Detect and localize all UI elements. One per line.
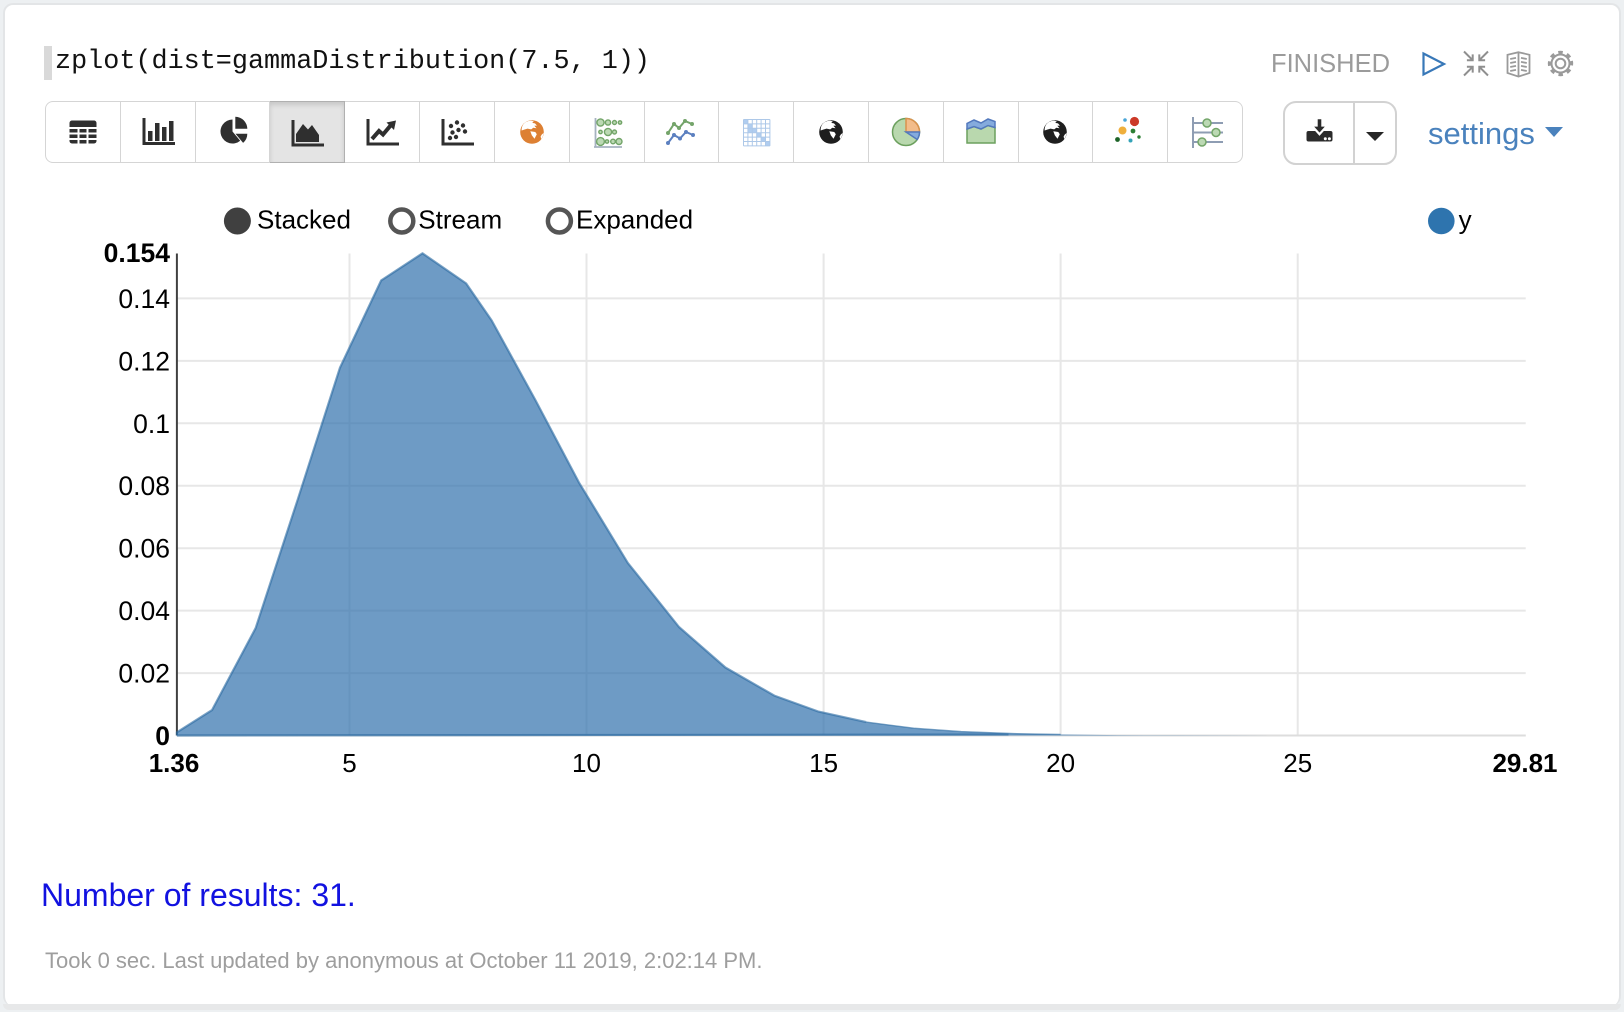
svg-text:1.36: 1.36: [149, 748, 200, 778]
svg-text:0.14: 0.14: [118, 284, 170, 314]
svg-text:15: 15: [809, 748, 838, 778]
svg-text:0.06: 0.06: [118, 534, 170, 564]
svg-text:0.08: 0.08: [118, 471, 170, 501]
svg-text:0.12: 0.12: [118, 346, 170, 376]
svg-text:y: y: [1459, 205, 1472, 235]
svg-text:0: 0: [155, 721, 170, 751]
svg-text:5: 5: [342, 748, 356, 778]
svg-text:0.02: 0.02: [118, 659, 170, 689]
svg-text:20: 20: [1046, 748, 1075, 778]
svg-text:0.154: 0.154: [104, 238, 171, 268]
svg-text:Expanded: Expanded: [576, 205, 693, 235]
svg-text:Stream: Stream: [418, 205, 502, 235]
svg-text:Stacked: Stacked: [257, 205, 351, 235]
svg-text:29.81: 29.81: [1492, 748, 1557, 778]
svg-text:0.04: 0.04: [118, 596, 170, 626]
svg-text:25: 25: [1283, 748, 1312, 778]
svg-text:10: 10: [572, 748, 601, 778]
svg-text:0.1: 0.1: [133, 409, 170, 439]
